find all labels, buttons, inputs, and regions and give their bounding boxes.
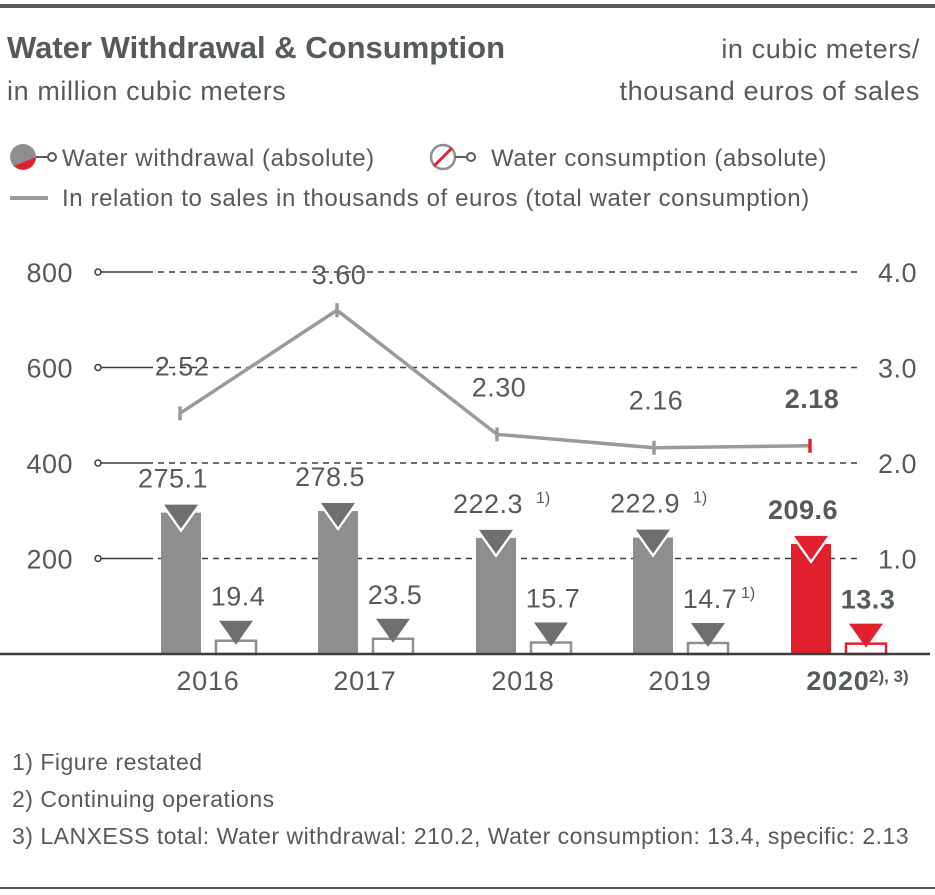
withdrawal-footnote-ref: 1): [693, 490, 707, 507]
consumption-value-label: 15.7: [526, 584, 581, 614]
chart-title: Water Withdrawal & Consumption: [7, 30, 505, 65]
withdrawal-value-label: 275.1: [138, 464, 208, 494]
withdrawal-value-label: 222.9: [610, 489, 680, 519]
legend-withdrawal-icon: [10, 144, 57, 170]
right-unit-label-line1: in cubic meters/: [721, 34, 920, 64]
withdrawal-marker-icon: [164, 504, 198, 529]
left-tick-marker: [94, 363, 102, 372]
left-axis-tick-label: 200: [26, 545, 73, 575]
withdrawal-value-label: 209.6: [768, 495, 838, 525]
ratio-value-label: 2.52: [155, 351, 210, 381]
top-rule: [0, 4, 935, 8]
left-axis-tick-label: 600: [26, 354, 73, 384]
right-axis-tick-label: 1.0: [878, 545, 917, 575]
bottom-rule: [0, 887, 935, 889]
legend-consumption-label: Water consumption (absolute): [491, 145, 827, 172]
consumption-value-label: 13.3: [841, 585, 896, 615]
consumption-marker-icon: [849, 623, 883, 648]
plot-area: 200 400 600 800 1.0 2.0 3.0 4.0 275.1 19.4 2016 278…: [0, 258, 930, 696]
withdrawal-value-label: 278.5: [295, 462, 365, 492]
consumption-marker-icon: [376, 618, 410, 643]
ratio-value-label: 2.18: [785, 384, 840, 414]
left-axis-tick-label: 800: [26, 258, 73, 288]
consumption-marker-icon: [534, 622, 568, 647]
withdrawal-marker-icon: [321, 503, 355, 528]
consumption-marker-icon: [219, 620, 253, 645]
withdrawal-marker-icon: [794, 535, 828, 560]
withdrawal-bar: [161, 512, 201, 654]
legend-consumption-icon: [429, 143, 476, 171]
right-axis-tick-label: 3.0: [878, 354, 917, 384]
left-tick-marker: [94, 554, 102, 563]
left-axis-tick-label: 400: [26, 449, 73, 479]
withdrawal-marker-icon: [479, 529, 513, 554]
withdrawal-footnote-ref: 1): [536, 490, 550, 507]
footnote-3: 3) LANXESS total: Water withdrawal: 210.…: [12, 823, 910, 849]
right-axis-tick-label: 2.0: [878, 449, 917, 479]
consumption-footnote-ref: 1): [741, 585, 755, 602]
withdrawal-value-label: 222.3: [453, 489, 523, 519]
right-unit-label-line2: thousand euros of sales: [620, 76, 921, 106]
withdrawal-bar: [318, 511, 358, 654]
category-footnote-ref: 2), 3): [869, 667, 909, 686]
ratio-value-label: 2.30: [472, 372, 527, 402]
ratio-value-label: 3.60: [312, 260, 367, 290]
category-label: 2016: [176, 666, 239, 696]
legend-withdrawal-label: Water withdrawal (absolute): [62, 145, 375, 172]
footnotes: 1) Figure restated 2) Continuing operati…: [12, 744, 912, 855]
footnote-1: 1) Figure restated: [12, 749, 203, 775]
left-unit-label: in million cubic meters: [7, 76, 286, 106]
withdrawal-marker-icon: [636, 529, 670, 554]
footnote-2: 2) Continuing operations: [12, 786, 275, 812]
left-tick-marker: [94, 268, 102, 276]
ratio-value-label: 2.16: [629, 386, 684, 416]
category-label: 2018: [491, 666, 554, 696]
category-label: 2017: [333, 666, 396, 696]
legend-relation-label: In relation to sales in thousands of eur…: [62, 185, 810, 212]
consumption-marker-icon: [691, 622, 725, 647]
consumption-value-label: 14.7: [683, 584, 738, 614]
category-label: 2020: [806, 666, 869, 696]
consumption-value-label: 19.4: [211, 582, 266, 612]
water-chart: Water Withdrawal & Consumption in millio…: [0, 4, 935, 696]
consumption-value-label: 23.5: [368, 580, 423, 610]
left-tick-marker: [94, 459, 102, 467]
category-label: 2019: [648, 666, 711, 696]
legend: Water withdrawal (absolute) Water consum…: [10, 143, 827, 212]
right-axis-tick-label: 4.0: [878, 258, 917, 288]
